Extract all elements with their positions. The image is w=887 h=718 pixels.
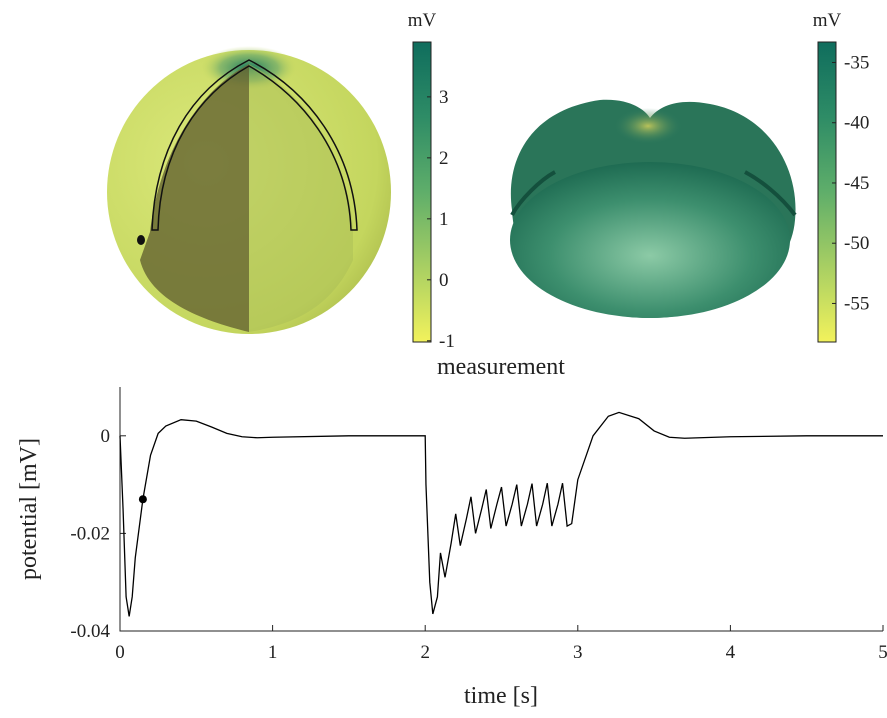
x-tick-label: 5	[878, 642, 887, 663]
y-axis-label: potential [mV]	[16, 438, 42, 580]
x-tick-label: 2	[420, 642, 430, 663]
colorbar-tick-label: 2	[439, 148, 449, 169]
y-tick-label: 0	[101, 426, 111, 447]
x-tick-label: 3	[573, 642, 583, 663]
figure: measurement time [s] potential [mV] mV -1…	[0, 0, 887, 713]
sphere-render	[107, 46, 391, 334]
marker-point	[139, 495, 147, 503]
bowl-render	[510, 100, 796, 318]
colorbar	[818, 42, 836, 342]
colorbar-tick-label: -55	[844, 293, 869, 314]
y-tick-label: -0.02	[70, 523, 110, 544]
colorbar-tick-label: -45	[844, 173, 869, 194]
colorbar-tick-label: 3	[439, 87, 449, 108]
colorbar-tick-label: 1	[439, 209, 449, 230]
colorbar-tick-label: -35	[844, 52, 869, 73]
colorbar-unit: mV	[408, 10, 437, 31]
colorbar	[413, 42, 431, 342]
line-series	[120, 412, 883, 616]
x-tick-label: 1	[268, 642, 278, 663]
colorbar-tick-label: 0	[439, 270, 449, 291]
colorbar-unit: mV	[813, 10, 842, 31]
x-axis-label: time [s]	[464, 683, 538, 709]
axis-line	[120, 387, 883, 631]
colorbar-tick-label: -1	[439, 331, 455, 352]
y-tick-label: -0.04	[70, 621, 110, 642]
x-tick-label: 0	[115, 642, 125, 663]
colorbar-tick-label: -40	[844, 113, 869, 134]
x-tick-label: 4	[726, 642, 736, 663]
colorbar-tick-label: -50	[844, 233, 869, 254]
chart-title: measurement	[437, 354, 565, 380]
